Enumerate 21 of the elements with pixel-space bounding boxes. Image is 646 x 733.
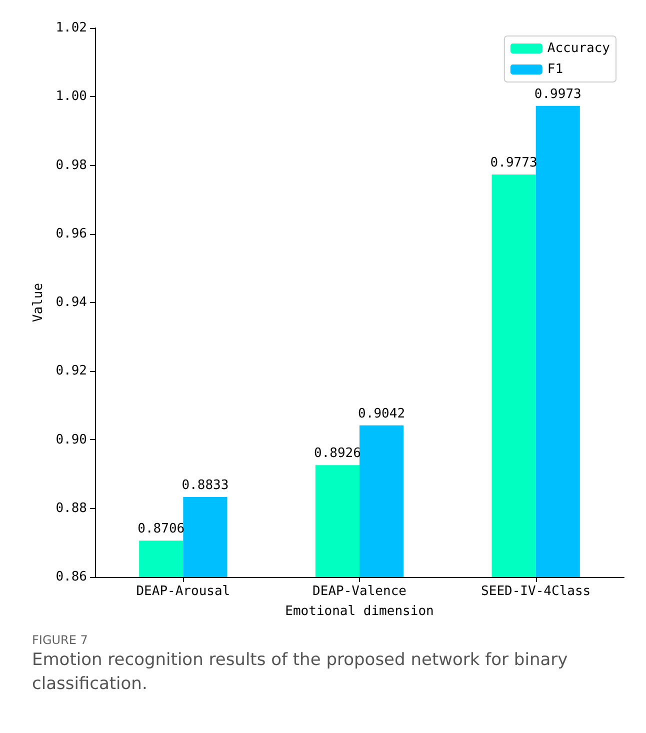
y-axis-title: Value (30, 282, 46, 322)
y-tick-label: 0.86 (56, 570, 87, 584)
data-label: 0.9973 (534, 86, 582, 102)
y-tick-label: 0.90 (56, 432, 87, 448)
data-label: 0.9042 (358, 406, 406, 422)
y-tick-label: 1.00 (56, 89, 87, 104)
text: Emotion recognition results of the proposed network for binary classification. (32, 650, 574, 694)
y-tick-label: 0.96 (56, 226, 87, 242)
y-tick-label: 0.94 (56, 295, 88, 310)
y-tick-label: 0.92 (56, 364, 87, 379)
x-axis-title: Emotional dimension (285, 604, 434, 619)
caption: FIGURE 7 (32, 633, 88, 647)
data-label: 0.8833 (182, 478, 229, 494)
x-tick-label: DEAP-Valence (312, 584, 407, 599)
legend-label: Accuracy (547, 41, 610, 56)
y-tick-label: 0.98 (56, 158, 87, 173)
y-tick-label: 0.88 (56, 500, 87, 516)
x-tick-label: SEED-IV-4Class (481, 584, 591, 599)
legend-label: F1 (547, 62, 564, 77)
y-tick-label: 1.02 (56, 20, 87, 36)
x-tick-label: DEAP-Arousal (136, 584, 230, 599)
